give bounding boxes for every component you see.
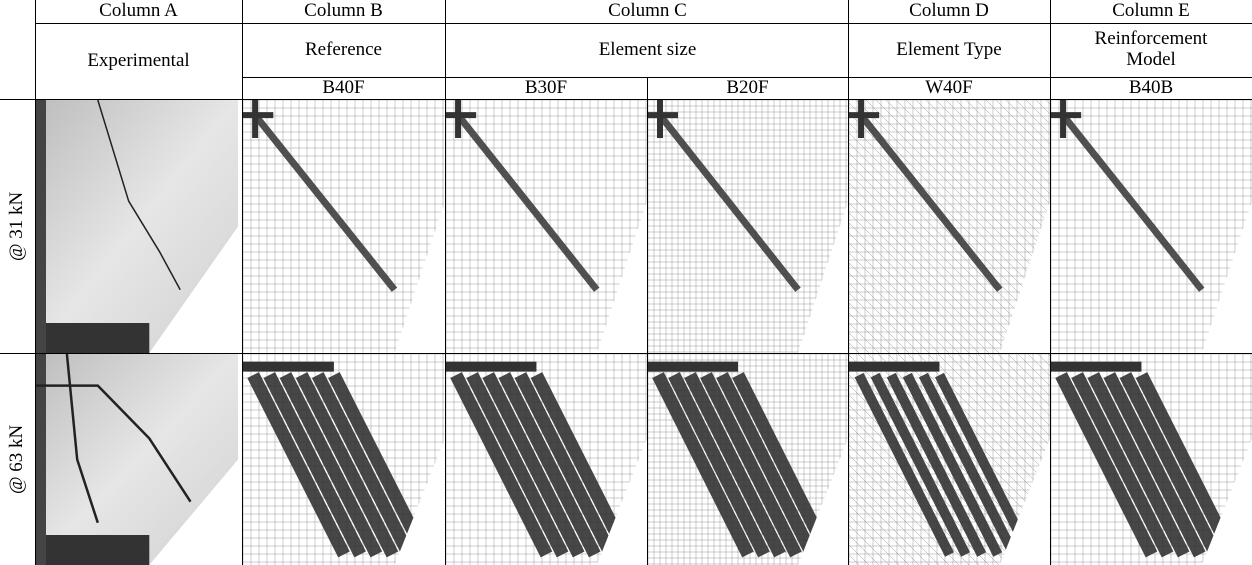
mesh — [446, 100, 647, 353]
fe-crack-pattern — [648, 354, 848, 565]
group-header: Reinforcement Model — [1050, 23, 1252, 77]
column-header: Column D — [848, 0, 1050, 23]
mesh — [849, 100, 1050, 353]
column-header: Column B — [242, 0, 445, 23]
mesh — [243, 100, 445, 353]
rule — [35, 23, 1252, 24]
fe-crack-pattern — [243, 354, 445, 565]
mesh — [446, 354, 647, 565]
specimen-label: B40B — [1050, 77, 1252, 99]
row-label-cell: @ 63 kN — [0, 353, 35, 565]
column-header: Column E — [1050, 0, 1252, 23]
fe-crack-pattern — [1051, 354, 1252, 565]
support — [36, 535, 149, 565]
fe-crack-pattern — [446, 354, 647, 565]
mesh — [849, 354, 1050, 565]
fe-crack-pattern — [1051, 100, 1252, 353]
fe-crack-pattern — [849, 100, 1050, 353]
specimen-label: B30F — [445, 77, 647, 99]
column-header: Column C — [445, 0, 850, 23]
mesh — [1051, 354, 1252, 565]
row-label-cell: @ 31 kN — [0, 99, 35, 353]
fe-crack-pattern — [648, 100, 848, 353]
fe-crack-pattern — [849, 354, 1050, 565]
fe-crack-pattern — [446, 100, 647, 353]
edge — [36, 100, 46, 353]
mesh — [243, 354, 445, 565]
mesh — [648, 100, 848, 353]
specimen-label: B20F — [647, 77, 848, 99]
row-label: @ 31 kN — [7, 191, 28, 260]
photo — [36, 354, 242, 565]
row-label: @ 63 kN — [7, 424, 28, 493]
group-header: Element Type — [848, 23, 1050, 77]
group-header: Experimental — [35, 23, 242, 99]
mesh — [1051, 100, 1252, 353]
rule — [242, 77, 1252, 78]
group-header: Element size — [445, 23, 850, 77]
column-header: Column A — [35, 0, 242, 23]
photo — [36, 100, 242, 353]
figure-table: Column A Column B Column C Column D Colu… — [0, 0, 1252, 565]
fe-crack-pattern — [243, 100, 445, 353]
group-header: Reference — [242, 23, 445, 77]
support — [36, 323, 149, 353]
specimen-label: B40F — [242, 77, 445, 99]
mesh — [648, 354, 848, 565]
specimen-label: W40F — [848, 77, 1050, 99]
